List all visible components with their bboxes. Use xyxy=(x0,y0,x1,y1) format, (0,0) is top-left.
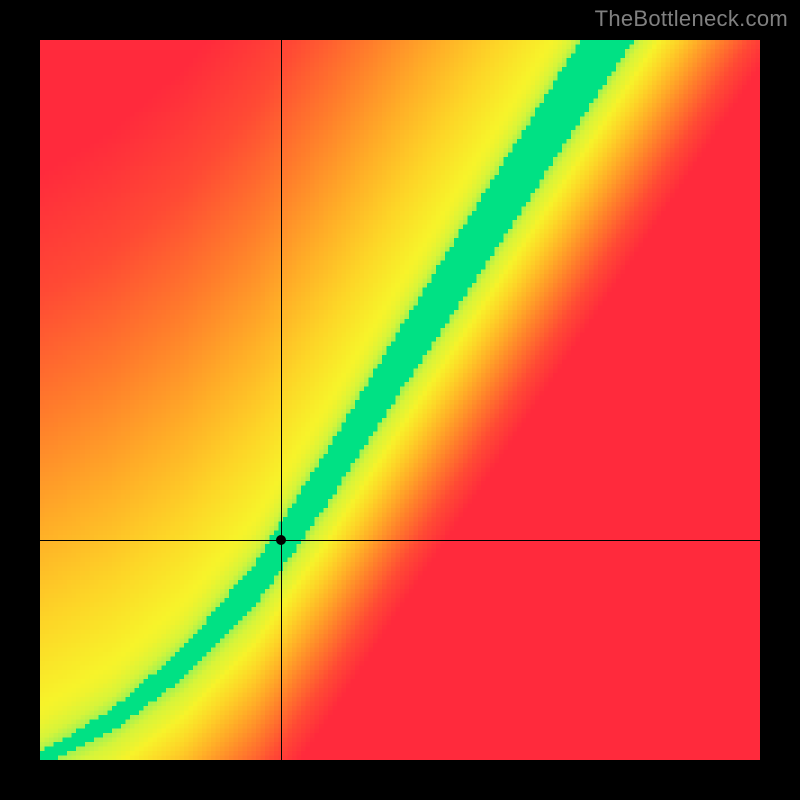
watermark-label: TheBottleneck.com xyxy=(595,6,788,32)
heatmap-plot xyxy=(40,40,760,760)
heatmap-canvas xyxy=(40,40,760,760)
crosshair-horizontal xyxy=(40,540,760,541)
crosshair-marker xyxy=(276,535,286,545)
crosshair-vertical xyxy=(281,40,282,760)
